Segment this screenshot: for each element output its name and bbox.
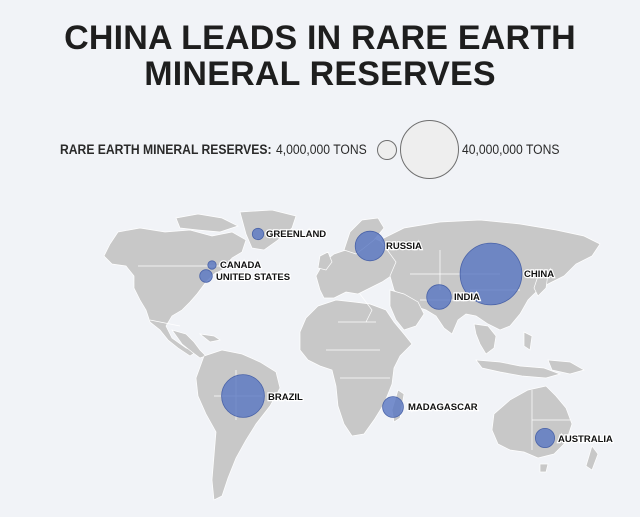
label-canada: CANADA — [220, 260, 261, 271]
greenland-shape — [239, 210, 297, 251]
landmasses — [103, 210, 601, 501]
new-guinea-shape — [547, 359, 585, 375]
legend-title: RARE EARTH MINERAL RESERVES: — [60, 142, 272, 157]
bubble-brazil — [221, 374, 265, 418]
label-india: INDIA — [454, 292, 480, 303]
bubble-madagascar — [382, 396, 404, 418]
legend-small-circle — [377, 140, 397, 160]
bubble-russia — [354, 230, 386, 262]
bubble-greenland — [251, 227, 265, 241]
philippines-shape — [523, 331, 533, 351]
title-line-1: CHINA LEADS IN RARE EARTH — [64, 19, 576, 57]
label-brazil: BRAZIL — [268, 392, 303, 403]
page-title: CHINA LEADS IN RARE EARTH MINERAL RESERV… — [0, 20, 640, 92]
label-china: CHINA — [524, 269, 554, 280]
north-america-shape — [103, 227, 247, 357]
southeast-asia-shape — [473, 323, 497, 355]
uk-shape — [317, 251, 333, 271]
caribbean-shape — [198, 333, 221, 343]
bubble-united-states — [199, 269, 213, 283]
new-zealand-shape — [585, 445, 599, 471]
tasmania-shape — [539, 463, 549, 473]
legend-small-label: 4,000,000 TONS — [276, 142, 367, 157]
bubble-india — [426, 284, 452, 310]
label-united-states: UNITED STATES — [216, 272, 290, 283]
bubble-australia — [535, 427, 556, 448]
south-america-shape — [195, 349, 281, 501]
japan-shape — [533, 269, 549, 297]
middle-east-shape — [389, 289, 425, 331]
bubble-china — [459, 242, 523, 306]
reserve-bubbles — [199, 227, 556, 448]
label-russia: RUSSIA — [386, 241, 422, 252]
size-legend: RARE EARTH MINERAL RESERVES: 4,000,000 T… — [0, 118, 640, 179]
label-australia: AUSTRALIA — [558, 434, 613, 445]
label-madagascar: MADAGASCAR — [408, 402, 478, 413]
legend-large-circle — [400, 120, 459, 179]
bubble-canada — [207, 260, 217, 270]
arctic-islands-shape — [175, 213, 239, 233]
legend-large-label: 40,000,000 TONS — [462, 142, 560, 157]
indonesia-shape — [475, 359, 562, 379]
title-line-2: MINERAL RESERVES — [144, 55, 496, 93]
label-greenland: GREENLAND — [266, 229, 326, 240]
